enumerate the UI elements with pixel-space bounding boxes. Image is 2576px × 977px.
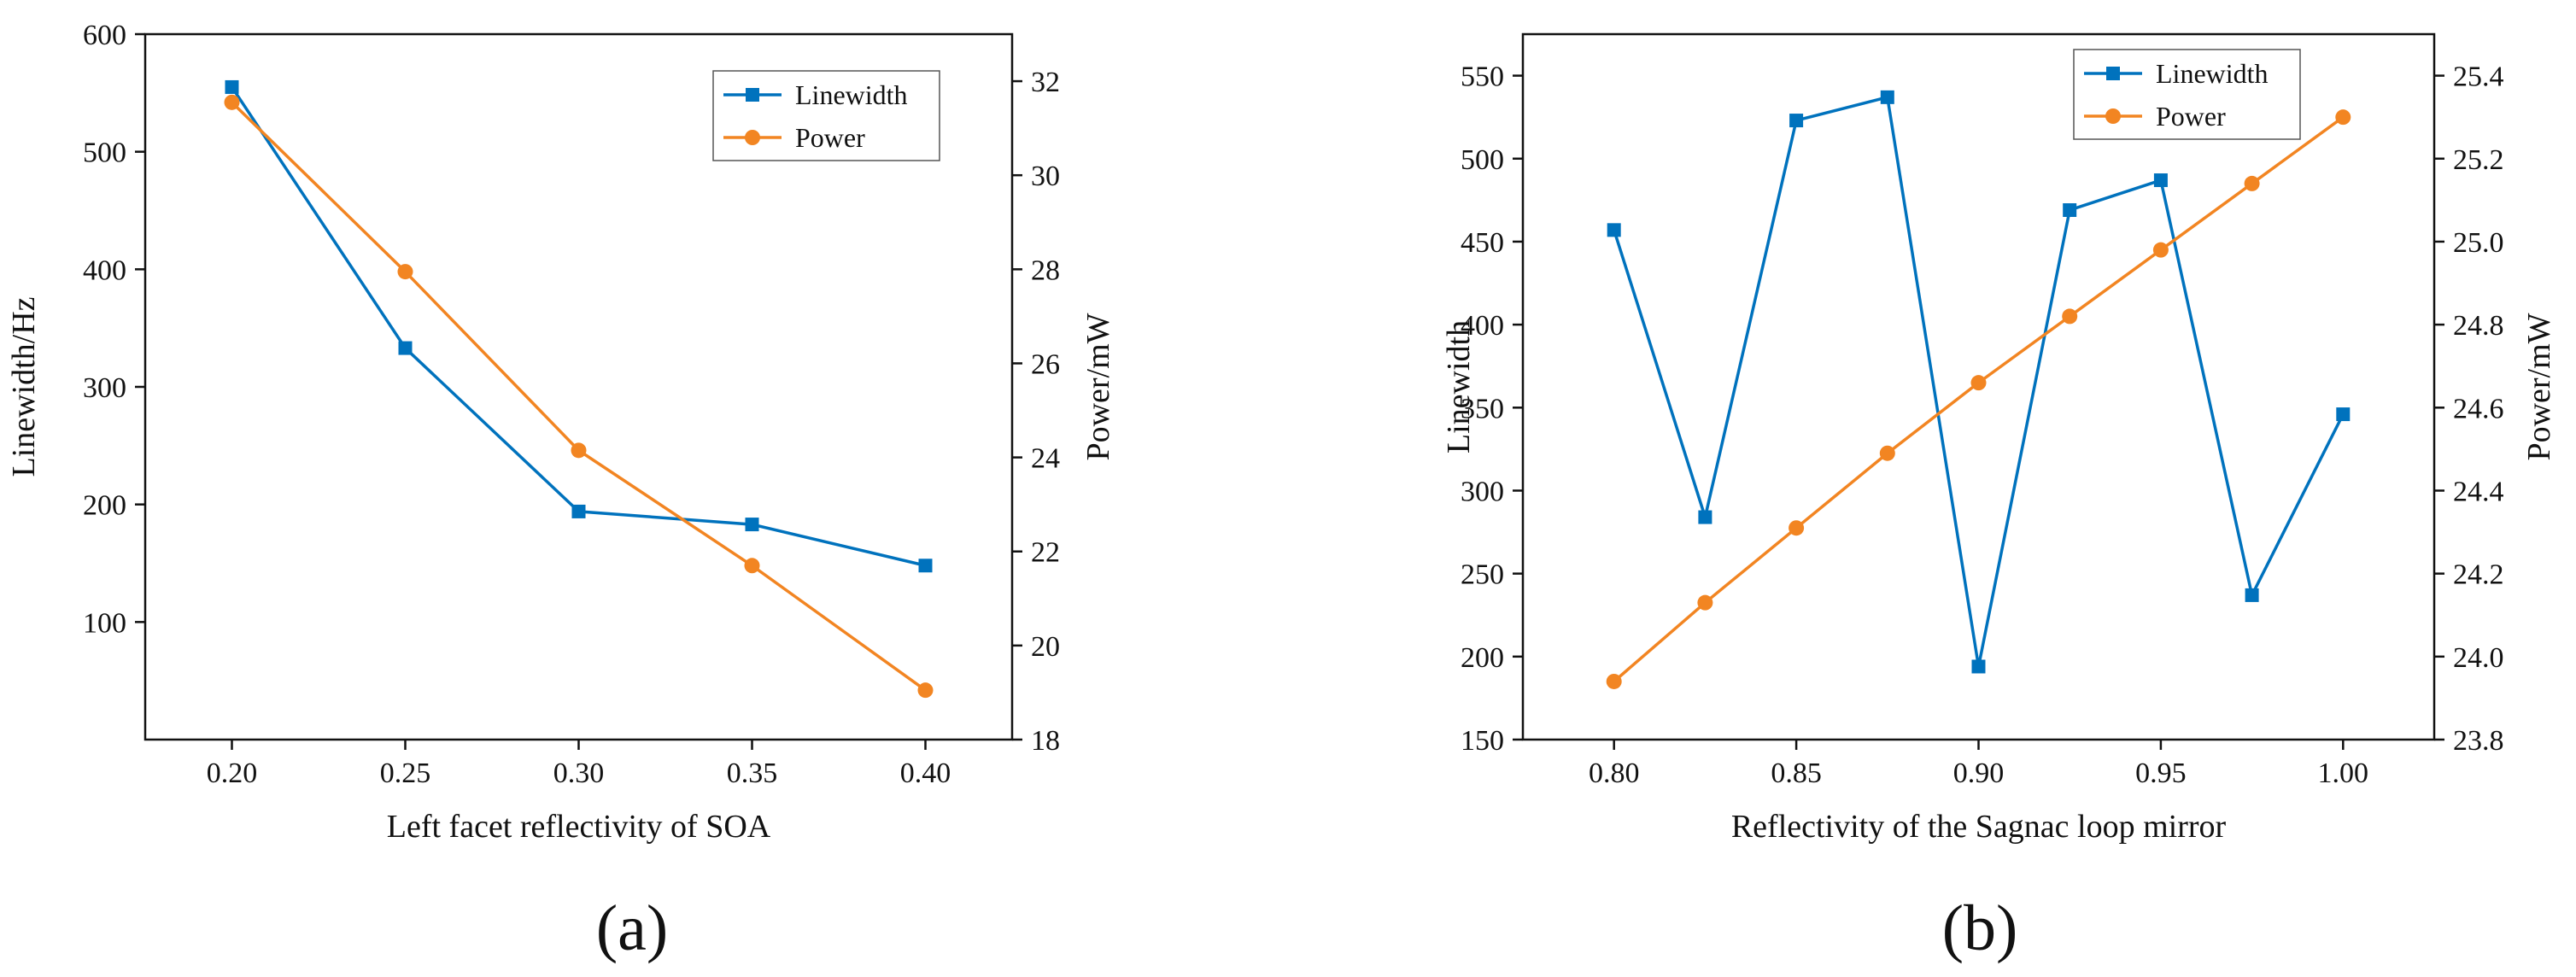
y-right-tick-label: 20: [1031, 631, 1060, 663]
y-right-tick-label: 28: [1031, 254, 1060, 286]
y-right-tick-label: 24.2: [2453, 559, 2504, 591]
power-data-point: [571, 442, 587, 459]
y-left-tick-label: 150: [1461, 725, 1504, 757]
linewidth-data-point: [1880, 90, 1894, 104]
y-right-axis-title: Power/mW: [1080, 313, 1116, 460]
power-data-point: [397, 264, 413, 280]
power-series-line: [231, 101, 927, 692]
power-data-point: [1879, 445, 1895, 461]
x-axis-title: Left facet reflectivity of SOA: [387, 809, 771, 845]
power-data-point: [224, 94, 240, 110]
x-tick-label: 0.90: [1953, 758, 2005, 789]
power-data-point: [744, 558, 760, 574]
x-tick-label: 0.85: [1771, 758, 1822, 789]
power-data-point: [1697, 594, 1713, 611]
y-left-tick-label: 500: [1461, 144, 1504, 176]
y-right-axis-title: Power/mW: [2521, 313, 2557, 460]
power-data-point: [2062, 308, 2078, 325]
linewidth-data-point: [2336, 407, 2351, 422]
y-right-tick-label: 23.8: [2453, 725, 2504, 757]
x-tick-label: 0.80: [1589, 758, 1640, 789]
power-data-point: [2244, 175, 2260, 191]
y-left-tick-label: 100: [83, 607, 126, 639]
linewidth-data-point: [2063, 203, 2077, 218]
y-left-tick-label: 250: [1461, 559, 1504, 591]
linewidth-data-point: [1607, 223, 1621, 237]
y-right-tick-label: 25.4: [2453, 61, 2504, 93]
power-series-line: [1613, 115, 2345, 683]
y-left-tick-label: 500: [83, 137, 126, 169]
y-right-tick-label: 22: [1031, 537, 1060, 569]
y-right-tick-label: 25.0: [2453, 227, 2504, 259]
y-left-tick-label: 600: [83, 20, 126, 51]
legend-linewidth-marker: [2106, 67, 2120, 80]
power-data-point: [917, 682, 934, 699]
y-right-tick-label: 24.6: [2453, 393, 2504, 424]
linewidth-data-point: [2245, 588, 2259, 602]
linewidth-data-point: [2153, 173, 2168, 188]
x-tick-label: 1.00: [2318, 758, 2369, 789]
x-tick-label: 0.30: [553, 758, 605, 789]
legend-power-marker: [2105, 108, 2121, 124]
legend-linewidth-marker: [746, 88, 759, 102]
y-right-tick-label: 32: [1031, 67, 1060, 98]
power-data-point: [1606, 673, 1622, 689]
y-right-tick-label: 18: [1031, 725, 1060, 757]
panel-label: (b): [1942, 892, 2018, 964]
y-right-tick-label: 24.0: [2453, 642, 2504, 674]
legend-box: [712, 70, 940, 161]
y-left-tick-label: 400: [1461, 310, 1504, 342]
y-left-tick-label: 300: [83, 372, 126, 404]
x-tick-label: 0.20: [207, 758, 258, 789]
power-data-point: [1970, 375, 1987, 391]
x-tick-label: 0.35: [727, 758, 778, 789]
linewidth-data-point: [571, 504, 586, 518]
linewidth-data-point: [225, 79, 239, 94]
y-left-tick-label: 400: [83, 254, 126, 286]
y-left-tick-label: 450: [1461, 227, 1504, 259]
legend-power-label: Power: [2156, 101, 2226, 132]
x-tick-label: 0.40: [900, 758, 951, 789]
y-left-tick-label: 200: [83, 490, 126, 522]
linewidth-data-point: [745, 518, 759, 532]
power-data-point: [2335, 109, 2351, 126]
power-data-point: [2152, 242, 2169, 258]
legend-power-label: Power: [795, 122, 865, 153]
y-right-tick-label: 30: [1031, 161, 1060, 192]
linewidth-data-point: [1971, 659, 1986, 674]
legend-power-marker: [745, 130, 760, 145]
legend-linewidth-label: Linewidth: [2156, 58, 2269, 89]
y-right-tick-label: 25.2: [2453, 144, 2504, 176]
panel-a-chart: 0.20 0.25 0.30 0.35 0.40 100 200 300 400 500 600 18…: [6, 20, 1116, 964]
linewidth-data-point: [1698, 510, 1712, 524]
y-left-tick-label: 550: [1461, 61, 1504, 93]
y-left-axis-title: Linewidth: [1441, 320, 1477, 453]
legend-box: [2073, 49, 2301, 140]
linewidth-data-point: [398, 341, 413, 355]
y-right-tick-label: 24: [1031, 443, 1060, 475]
y-left-axis-title: Linewidth/Hz: [6, 296, 42, 477]
panel-label: (a): [596, 892, 668, 964]
power-data-point: [1789, 520, 1805, 536]
y-left-tick-label: 300: [1461, 476, 1504, 507]
x-axis-title: Reflectivity of the Sagnac loop mirror: [1731, 809, 2227, 845]
linewidth-data-point: [918, 559, 933, 573]
x-tick-label: 0.95: [2135, 758, 2187, 789]
panel-b-chart: 0.80 0.85 0.90 0.95 1.00 150 200 250 300 350 400 45…: [1441, 32, 2557, 964]
y-right-tick-label: 24.8: [2453, 310, 2504, 342]
y-right-tick-label: 24.4: [2453, 476, 2504, 507]
legend-linewidth-label: Linewidth: [795, 79, 908, 110]
x-tick-label: 0.25: [380, 758, 431, 789]
linewidth-data-point: [1789, 114, 1804, 128]
y-left-tick-label: 200: [1461, 642, 1504, 674]
y-left-tick-label: 350: [1461, 393, 1504, 424]
y-right-tick-label: 26: [1031, 348, 1060, 380]
